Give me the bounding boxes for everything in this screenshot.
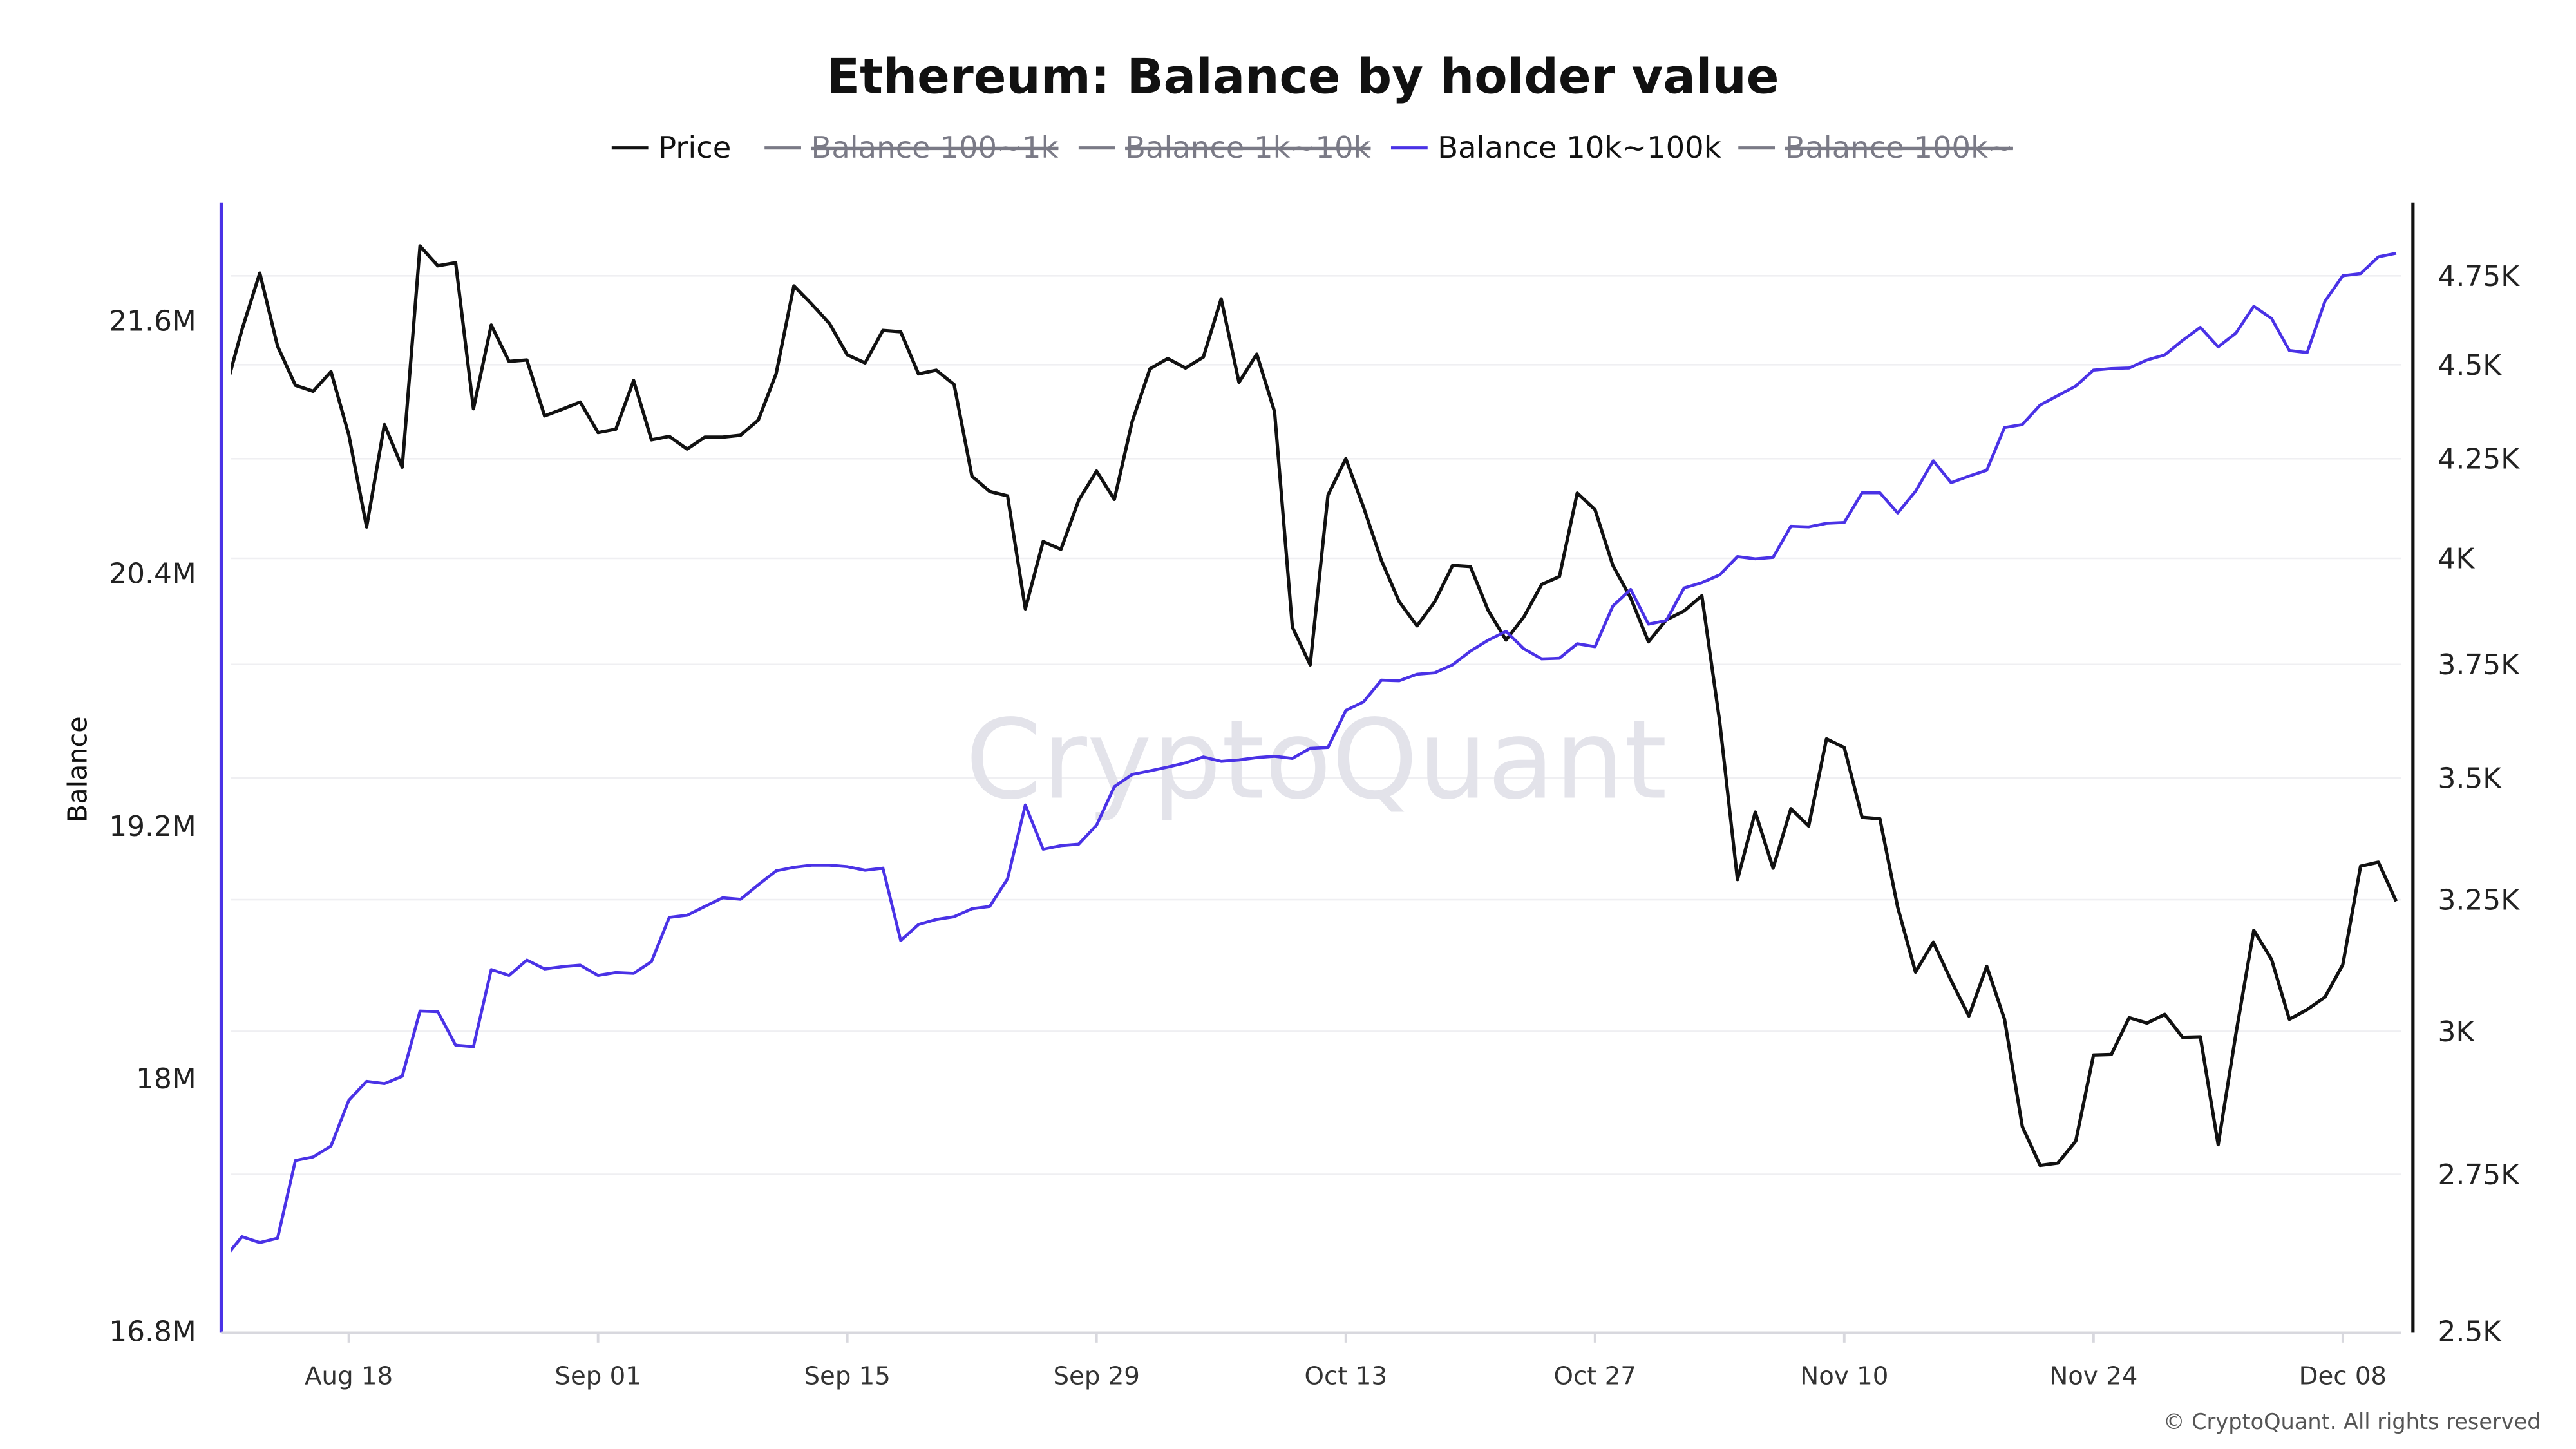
- x-tick-label: Sep 01: [554, 1361, 641, 1390]
- legend: Price Balance 100~1k Balance 1k~10k Balance…: [611, 130, 2013, 165]
- right-tick-label: 4.25K: [2438, 443, 2521, 476]
- legend-item[interactable]: Price: [611, 130, 732, 165]
- series-layer: [231, 244, 2398, 1253]
- legend-item[interactable]: Balance 1k~10k: [1078, 130, 1371, 165]
- legend-item[interactable]: Balance 100~1k: [764, 130, 1059, 165]
- gridlines: [231, 275, 2401, 1175]
- x-axis-ticks: Aug 18 Sep 01 Sep 15 Sep 29 Oct 13 Oct 27 Nov …: [305, 1332, 2387, 1390]
- right-tick-label: 2.75K: [2438, 1159, 2521, 1191]
- left-axis-ticks: 16.8M 18M 19.2M 20.4M 21.6M: [109, 305, 196, 1348]
- watermark: CryptoQuant: [965, 697, 1667, 824]
- left-axis-title: Balance: [62, 716, 93, 822]
- copyright-text: © CryptoQuant. All rights reserved: [2163, 1409, 2541, 1434]
- x-tick-label: Dec 08: [2299, 1361, 2387, 1390]
- right-tick-label: 3K: [2438, 1016, 2476, 1048]
- x-tick-label: Oct 13: [1305, 1361, 1387, 1390]
- left-tick-label: 20.4M: [109, 558, 196, 591]
- balance-10k-100k-line: [231, 251, 2397, 1253]
- right-tick-label: 4.75K: [2438, 260, 2521, 293]
- x-tick-label: Sep 29: [1053, 1361, 1139, 1390]
- chart-title: Ethereum: Balance by holder value: [827, 48, 1779, 104]
- left-tick-label: 16.8M: [109, 1315, 196, 1348]
- left-tick-label: 18M: [136, 1063, 196, 1095]
- x-tick-label: Aug 18: [305, 1361, 393, 1390]
- legend-label: Price: [658, 130, 731, 165]
- legend-item[interactable]: Balance 10k~100k: [1390, 130, 1721, 165]
- right-tick-label: 3.5K: [2438, 762, 2503, 795]
- right-tick-label: 3.25K: [2438, 884, 2521, 917]
- left-tick-label: 21.6M: [109, 305, 196, 337]
- x-tick-label: Nov 10: [1800, 1361, 1888, 1390]
- right-axis-ticks: 2.5K 2.75K 3K 3.25K 3.5K 3.75K 4K 4.25K 4.5K 4.75…: [2438, 260, 2521, 1348]
- right-tick-label: 3.75K: [2438, 649, 2521, 681]
- x-tick-label: Nov 24: [2049, 1361, 2137, 1390]
- right-tick-label: 4.5K: [2438, 349, 2503, 382]
- x-tick-label: Sep 15: [804, 1361, 890, 1390]
- right-tick-label: 4K: [2438, 542, 2476, 575]
- right-tick-label: 2.5K: [2438, 1315, 2503, 1348]
- price-line: [231, 244, 2398, 1168]
- legend-item[interactable]: Balance 100k~: [1738, 130, 2013, 165]
- left-tick-label: 19.2M: [109, 810, 196, 843]
- x-tick-label: Oct 27: [1554, 1361, 1636, 1390]
- legend-label: Balance 10k~100k: [1437, 130, 1721, 165]
